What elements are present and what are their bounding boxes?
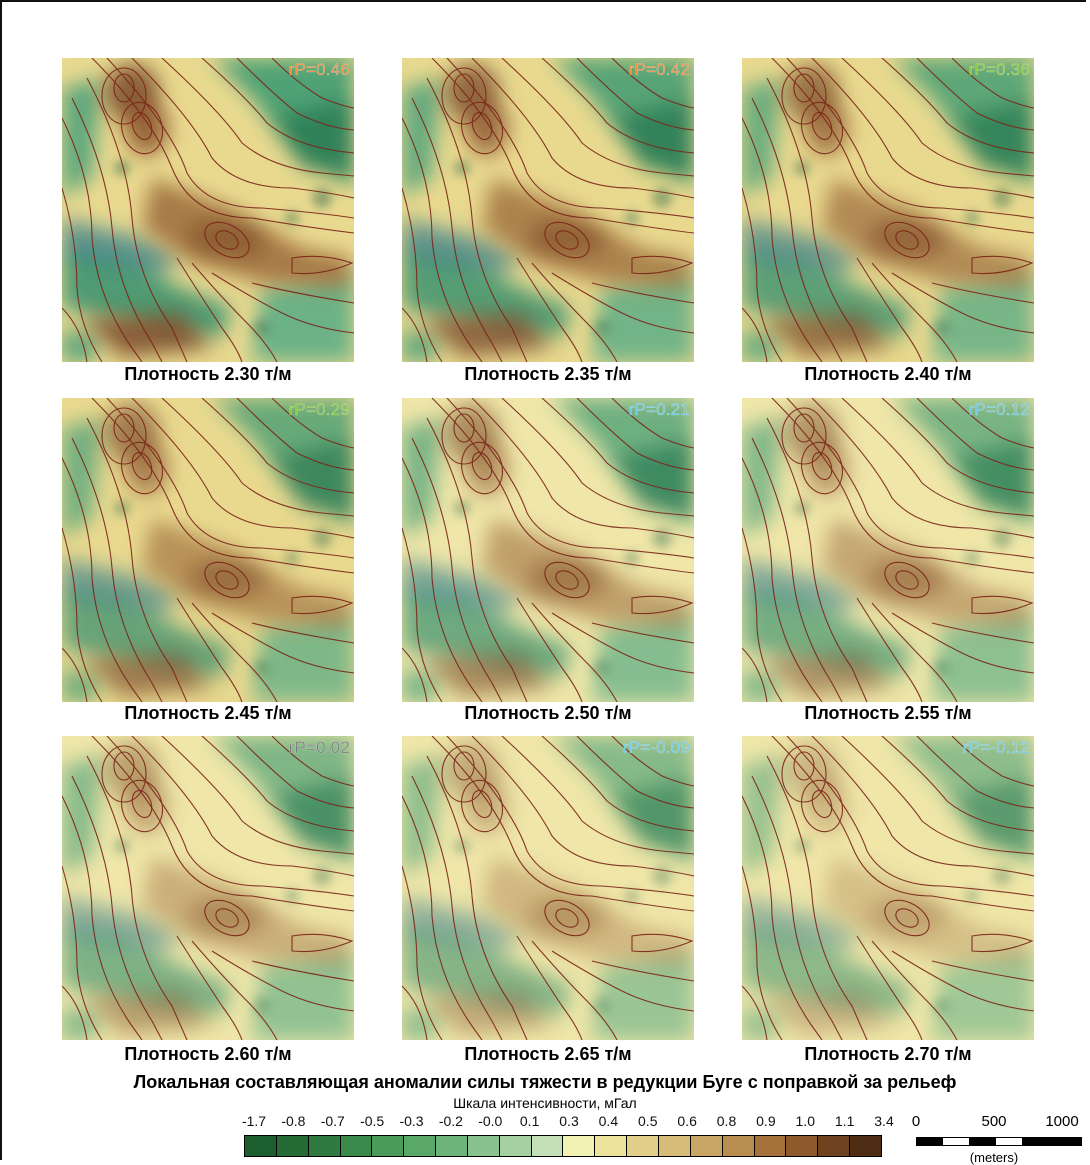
distance-scale-bar: 0 500 1000 (meters)	[911, 1113, 1082, 1165]
scale-label-1000: 1000	[1045, 1113, 1079, 1130]
correlation-label: rP=-0.12	[962, 738, 1030, 757]
color-scale-cell	[245, 1136, 277, 1156]
correlation-label: rP=0.29	[288, 400, 350, 419]
density-map-panel: rP=-0.12	[742, 736, 1034, 1040]
legend-tick-label: -0.2	[438, 1113, 463, 1129]
figure-title: Локальная составляющая аномалии силы тяж…	[133, 1072, 957, 1092]
correlation-label: rP=0.21	[628, 400, 690, 419]
panel-caption: Плотность 2.35 т/м	[464, 364, 632, 384]
color-scale-cell	[690, 1136, 723, 1156]
density-map-panel: rP=0.21	[402, 398, 694, 702]
legend-tick-label: -0.5	[360, 1113, 385, 1129]
panel-caption: Плотность 2.70 т/м	[804, 1044, 972, 1064]
color-scale-cell	[563, 1136, 596, 1156]
color-scale-cell	[658, 1136, 691, 1156]
legend-tick-label: 1.0	[795, 1113, 815, 1129]
density-map-panel: rP=0.46	[62, 58, 354, 362]
color-scale-cell	[818, 1136, 851, 1156]
panel-caption: Плотность 2.60 т/м	[124, 1044, 292, 1064]
legend-tick-label: 0.3	[559, 1113, 579, 1129]
density-map-panel: rP=0.12	[742, 398, 1034, 702]
legend-tick-label: 0.8	[716, 1113, 737, 1129]
legend-ticks: -1.7 -0.8 -0.7 -0.5 -0.3 -0.2 -0.0 0.1 0.3 0.4 0.5…	[240, 1113, 900, 1131]
color-scale-cell	[850, 1136, 881, 1156]
color-scale-cell	[722, 1136, 755, 1156]
legend-tick-label: 0.5	[638, 1113, 658, 1129]
legend-title: Шкала интенсивности, мГал	[453, 1095, 637, 1111]
color-scale-cell	[372, 1136, 405, 1156]
correlation-label: rP=0.36	[968, 60, 1030, 79]
panel-caption: Плотность 2.55 т/м	[804, 703, 972, 723]
color-scale-cell	[404, 1136, 437, 1156]
scale-bar-segments	[916, 1137, 1082, 1146]
color-scale-cell	[340, 1136, 373, 1156]
panel-caption: Плотность 2.30 т/м	[124, 364, 292, 384]
color-scale-cell	[276, 1136, 309, 1156]
color-scale-cell	[531, 1136, 564, 1156]
density-map-panel: rP=-0.09	[402, 736, 694, 1040]
panel-caption: Плотность 2.65 т/м	[464, 1044, 632, 1064]
legend-tick-label: -0.0	[478, 1113, 503, 1129]
color-scale-bar	[244, 1135, 882, 1157]
color-scale-cell	[308, 1136, 341, 1156]
legend-tick-label: 3.4	[874, 1113, 894, 1129]
legend-tick-label: -0.8	[281, 1113, 306, 1129]
correlation-label: rP=0.12	[968, 400, 1030, 419]
panel-caption: Плотность 2.45 т/м	[124, 703, 292, 723]
color-scale-cell	[467, 1136, 500, 1156]
scale-unit: (meters)	[969, 1150, 1019, 1165]
color-scale-cell	[595, 1136, 628, 1156]
color-scale-cell	[754, 1136, 787, 1156]
panel-caption: Плотность 2.50 т/м	[464, 703, 632, 723]
legend-tick-label: 0.6	[677, 1113, 697, 1129]
correlation-label: rP=0.02	[288, 738, 350, 757]
scale-label-0: 0	[911, 1113, 921, 1130]
legend-tick-label: 1.1	[834, 1113, 855, 1129]
density-map-panel: rP=0.02	[62, 736, 354, 1040]
legend-tick-label: -0.3	[399, 1113, 424, 1129]
correlation-label: rP=-0.09	[622, 738, 690, 757]
correlation-label: rP=0.46	[288, 60, 350, 79]
density-map-panel: rP=0.36	[742, 58, 1034, 362]
scale-label-500: 500	[981, 1113, 1007, 1130]
legend-tick-label: -1.7	[241, 1113, 267, 1129]
density-map-panel: rP=0.29	[62, 398, 354, 702]
color-scale-cell	[786, 1136, 819, 1156]
panel-caption: Плотность 2.40 т/м	[804, 364, 972, 384]
legend-tick-label: -0.7	[320, 1113, 345, 1129]
legend-tick-label: 0.4	[598, 1113, 619, 1129]
legend-tick-label: 0.9	[756, 1113, 776, 1129]
correlation-label: rP=0.42	[628, 60, 690, 79]
color-scale-cell	[627, 1136, 659, 1156]
legend-tick-label: 0.1	[519, 1113, 540, 1129]
density-map-panel: rP=0.42	[402, 58, 694, 362]
color-scale-cell	[436, 1136, 468, 1156]
color-scale-cell	[499, 1136, 532, 1156]
